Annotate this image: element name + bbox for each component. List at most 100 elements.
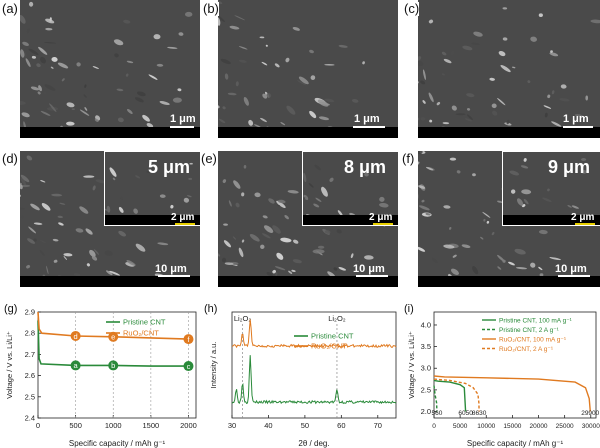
sem-flake: [511, 66, 516, 69]
inset-image: 2 μm: [502, 151, 600, 226]
sem-flake: [364, 255, 374, 260]
sem-flake: [441, 51, 447, 56]
marker-label: a: [74, 361, 79, 370]
sem-flake: [313, 203, 320, 208]
sem-flake: [549, 52, 559, 57]
scale-line: [158, 275, 190, 277]
sem-flake: [29, 1, 34, 7]
sem-flake: [473, 31, 483, 37]
sem-flake: [95, 179, 107, 184]
sem-flake: [432, 257, 438, 264]
scalebar-background: [20, 276, 200, 287]
sem-flake: [159, 101, 170, 106]
sem-flake: [542, 197, 552, 202]
sem-flake: [241, 239, 245, 243]
sem-flake: [235, 81, 239, 87]
marker-label: f: [187, 335, 190, 344]
sem-flake: [492, 110, 498, 116]
scale-label: 10 μm: [155, 263, 187, 275]
sem-flake: [420, 117, 426, 121]
sem-flake: [317, 245, 325, 249]
marker-point: [183, 361, 194, 372]
sem-texture: [303, 152, 398, 225]
sem-flake: [418, 60, 424, 67]
sem-flake: [538, 266, 543, 271]
sem-flake: [218, 0, 223, 5]
sem-flake: [539, 273, 544, 277]
panel-label: (i): [404, 303, 414, 315]
end-capacity-label: 8630: [472, 410, 487, 417]
sem-flake: [571, 205, 579, 209]
sem-flake: [125, 73, 129, 77]
x-axis-label: Specific capacity / mAh g⁻¹: [467, 439, 564, 448]
sem-flake: [321, 186, 328, 197]
inset-scalebar-background: [503, 215, 600, 225]
sem-flake: [523, 198, 529, 205]
sem-flake: [544, 112, 548, 118]
marker-label: c: [187, 362, 191, 371]
sem-texture: [418, 0, 600, 138]
sem-flake: [135, 175, 141, 179]
sem-background: [418, 0, 600, 138]
marker-label: e: [111, 333, 115, 342]
sem-flake: [26, 265, 31, 269]
chart-i-discharge: (i) Specific capacity / mAh g⁻¹ Voltage / …: [404, 303, 600, 448]
sem-flake: [223, 240, 232, 248]
sem-flake: [133, 208, 138, 214]
panel-label: (g): [4, 303, 17, 315]
sem-flake: [45, 18, 55, 24]
inset-scalebar-background: [303, 215, 398, 225]
sem-flake: [20, 215, 24, 219]
sem-flake: [337, 210, 343, 217]
scale-label: 1 μm: [354, 113, 380, 125]
sem-flake: [262, 233, 271, 239]
sem-flake: [218, 104, 220, 109]
sem-flake: [66, 121, 75, 126]
marker-point: [108, 360, 119, 371]
x-tick-label: 40: [264, 421, 272, 430]
sem-flake: [220, 58, 231, 65]
sem-flake: [238, 46, 248, 50]
sem-flake: [303, 172, 307, 183]
sem-flake: [218, 252, 221, 257]
sem-flake: [268, 198, 275, 204]
sem-flake: [538, 13, 543, 17]
sem-flake: [61, 78, 65, 82]
y-axis-label: Voltage / V vs. Li/Li⁺: [5, 331, 14, 399]
sem-flake: [50, 66, 54, 69]
sem-flake: [114, 53, 119, 58]
sem-flake: [22, 41, 29, 47]
x-axis-label: Specific capacity / mAh g⁻¹: [69, 439, 166, 448]
sem-flake: [85, 228, 93, 235]
sem-flake: [243, 165, 247, 169]
marker-point: [70, 330, 81, 341]
sem-flake: [232, 236, 237, 240]
sem-flake: [235, 202, 240, 208]
sem-flake: [39, 249, 45, 256]
sem-flake: [284, 215, 289, 220]
sem-flake: [157, 242, 169, 246]
sem-flake: [272, 269, 276, 274]
sem-flake: [559, 98, 570, 102]
sem-flake: [462, 45, 473, 51]
sem-flake: [530, 36, 538, 42]
x-tick-label: 1500: [143, 421, 160, 430]
sem-flake: [500, 64, 511, 73]
sem-flake: [551, 121, 562, 127]
sem-flake: [94, 118, 99, 122]
sem-flake: [471, 42, 480, 45]
sem-flake: [265, 44, 268, 47]
sem-flake: [123, 19, 131, 24]
series-line: [231, 355, 397, 405]
inset-scale-line: [175, 223, 195, 225]
sem-panel-e: 2 μm 8 μm 10 μm: [218, 151, 398, 287]
sem-flake: [188, 177, 193, 180]
sem-flake: [590, 19, 600, 24]
sem-flake: [443, 205, 451, 209]
sem-flake: [20, 177, 26, 185]
sem-flake: [218, 118, 226, 124]
sem-flake: [253, 124, 262, 128]
sem-flake: [450, 268, 459, 275]
sem-flake: [262, 215, 268, 219]
sem-flake: [574, 114, 584, 117]
